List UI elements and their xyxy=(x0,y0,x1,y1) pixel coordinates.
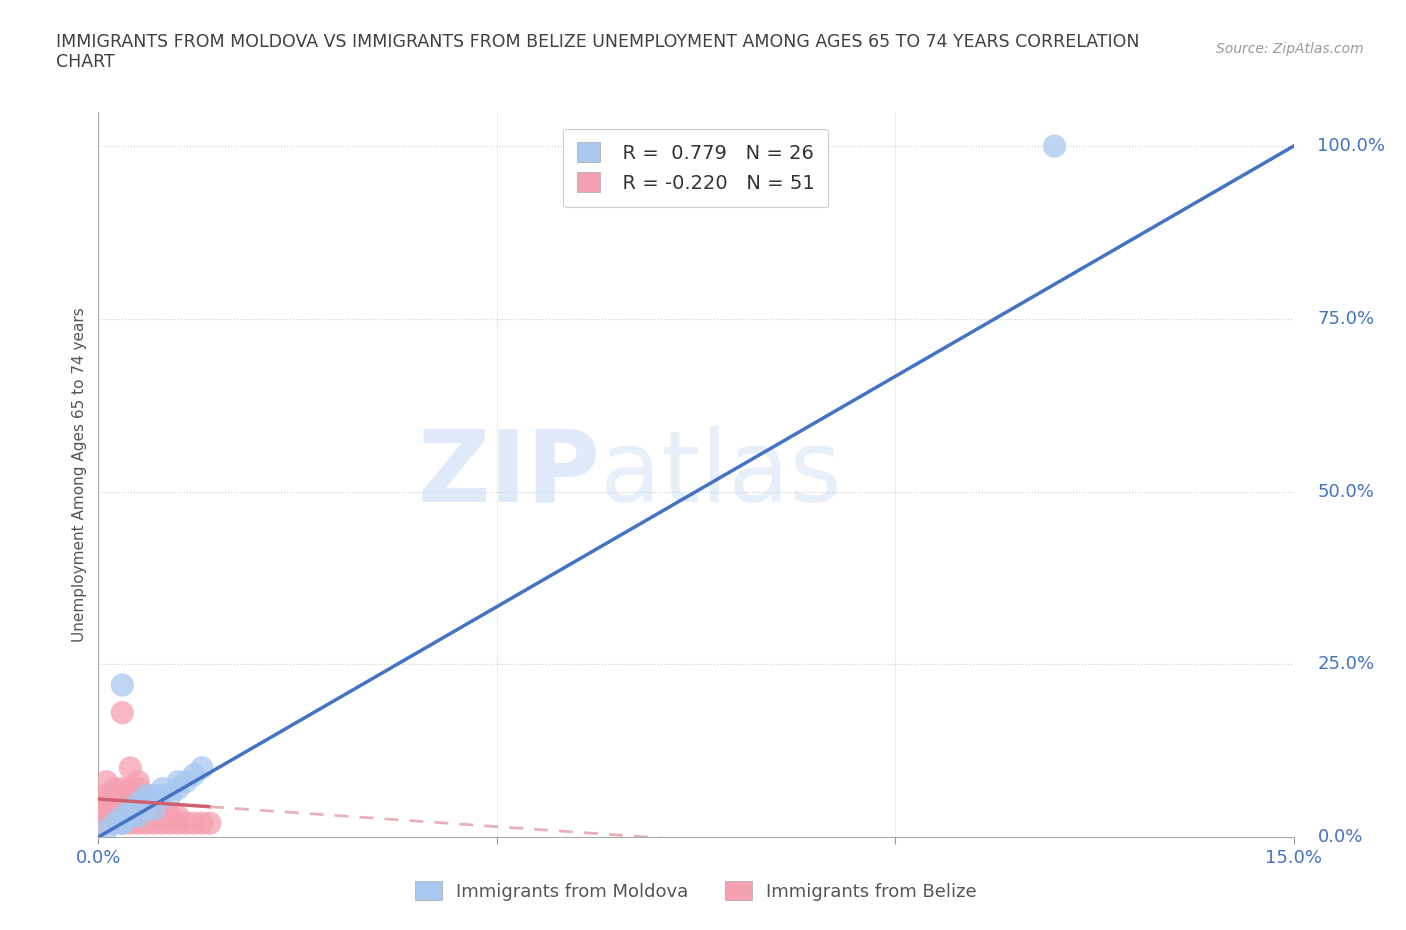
Point xyxy=(135,802,157,817)
Text: atlas: atlas xyxy=(600,426,842,523)
Point xyxy=(111,705,134,720)
Point xyxy=(120,761,142,776)
Point xyxy=(183,767,205,782)
Point xyxy=(111,788,134,803)
Point xyxy=(111,816,134,830)
Point xyxy=(96,816,118,830)
Point xyxy=(150,788,173,803)
Point xyxy=(120,816,142,830)
Point xyxy=(174,816,197,830)
Point xyxy=(111,809,134,824)
Point xyxy=(1043,139,1066,153)
Point xyxy=(150,802,173,817)
Point xyxy=(120,809,142,824)
Point xyxy=(143,788,166,803)
Point xyxy=(167,816,190,830)
Point xyxy=(87,809,110,824)
Text: IMMIGRANTS FROM MOLDOVA VS IMMIGRANTS FROM BELIZE UNEMPLOYMENT AMONG AGES 65 TO : IMMIGRANTS FROM MOLDOVA VS IMMIGRANTS FR… xyxy=(56,33,1140,72)
Text: ZIP: ZIP xyxy=(418,426,600,523)
Point xyxy=(96,802,118,817)
Point xyxy=(111,795,134,810)
Point xyxy=(167,809,190,824)
Point xyxy=(167,781,190,796)
Point xyxy=(103,788,125,803)
Point xyxy=(135,788,157,803)
Point xyxy=(174,775,197,790)
Point xyxy=(127,775,149,790)
Point xyxy=(120,795,142,810)
Point xyxy=(111,802,134,817)
Point xyxy=(143,795,166,810)
Point xyxy=(103,795,125,810)
Point xyxy=(87,802,110,817)
Point xyxy=(143,802,166,817)
Point xyxy=(111,781,134,796)
Legend: Immigrants from Moldova, Immigrants from Belize: Immigrants from Moldova, Immigrants from… xyxy=(408,874,984,908)
Point xyxy=(96,775,118,790)
Point xyxy=(111,809,134,824)
Point xyxy=(96,823,118,838)
Point xyxy=(120,781,142,796)
Point xyxy=(143,816,166,830)
Point xyxy=(143,802,166,817)
Point xyxy=(103,809,125,824)
Point xyxy=(127,781,149,796)
Point xyxy=(135,816,157,830)
Point xyxy=(191,761,214,776)
Text: Source: ZipAtlas.com: Source: ZipAtlas.com xyxy=(1216,42,1364,56)
Point xyxy=(159,809,181,824)
Point xyxy=(159,788,181,803)
Point xyxy=(87,816,110,830)
Point xyxy=(135,802,157,817)
Point xyxy=(111,678,134,693)
Point xyxy=(127,816,149,830)
Point xyxy=(96,788,118,803)
Point xyxy=(120,809,142,824)
Point xyxy=(96,795,118,810)
Point xyxy=(135,788,157,803)
Point xyxy=(120,802,142,817)
Point xyxy=(150,802,173,817)
Point xyxy=(127,809,149,824)
Text: 0.0%: 0.0% xyxy=(1317,828,1362,846)
Point xyxy=(103,816,125,830)
Y-axis label: Unemployment Among Ages 65 to 74 years: Unemployment Among Ages 65 to 74 years xyxy=(72,307,87,642)
Point xyxy=(167,775,190,790)
Point xyxy=(103,816,125,830)
Point xyxy=(127,809,149,824)
Text: 25.0%: 25.0% xyxy=(1317,656,1375,673)
Point xyxy=(150,781,173,796)
Point xyxy=(135,795,157,810)
Point xyxy=(127,802,149,817)
Point xyxy=(198,816,221,830)
Point xyxy=(111,816,134,830)
Point xyxy=(103,781,125,796)
Point xyxy=(111,816,134,830)
Text: 100.0%: 100.0% xyxy=(1317,137,1385,155)
Text: 50.0%: 50.0% xyxy=(1317,483,1374,500)
Point xyxy=(143,795,166,810)
Point xyxy=(120,809,142,824)
Point xyxy=(135,788,157,803)
Text: 75.0%: 75.0% xyxy=(1317,310,1375,328)
Point xyxy=(150,816,173,830)
Point xyxy=(96,809,118,824)
Point xyxy=(103,802,125,817)
Point xyxy=(183,816,205,830)
Point xyxy=(159,816,181,830)
Point xyxy=(191,816,214,830)
Point xyxy=(127,795,149,810)
Point xyxy=(127,795,149,810)
